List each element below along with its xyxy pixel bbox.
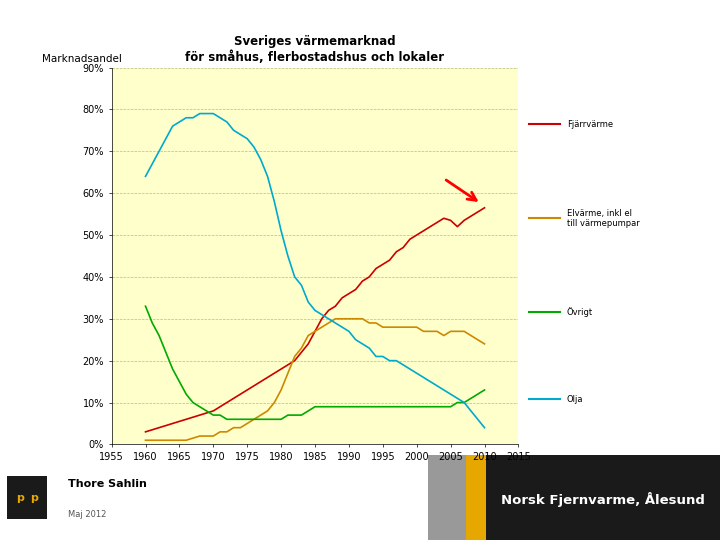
FancyBboxPatch shape <box>7 476 47 519</box>
Text: Elvärme, inkl el
till värmepumpar: Elvärme, inkl el till värmepumpar <box>567 208 639 228</box>
Text: p: p <box>30 492 38 503</box>
FancyBboxPatch shape <box>486 455 720 540</box>
Text: Övrigt: Övrigt <box>567 308 593 318</box>
Text: Marknadsandelar i Sverige 1960-2009: Marknadsandelar i Sverige 1960-2009 <box>16 21 343 36</box>
Text: Marknadsandel: Marknadsandel <box>42 54 122 64</box>
FancyBboxPatch shape <box>428 455 466 540</box>
Text: Fjärrvärme: Fjärrvärme <box>567 119 613 129</box>
Title: Sveriges värmemarknad
för småhus, flerbostadshus och lokaler: Sveriges värmemarknad för småhus, flerbo… <box>186 35 444 64</box>
Text: Thore Sahlin: Thore Sahlin <box>68 479 148 489</box>
Text: p: p <box>16 492 24 503</box>
Text: Maj 2012: Maj 2012 <box>68 510 107 519</box>
FancyBboxPatch shape <box>466 455 486 540</box>
Text: Norsk Fjernvarme, Ålesund: Norsk Fjernvarme, Ålesund <box>501 492 706 507</box>
Text: Olja: Olja <box>567 395 583 404</box>
